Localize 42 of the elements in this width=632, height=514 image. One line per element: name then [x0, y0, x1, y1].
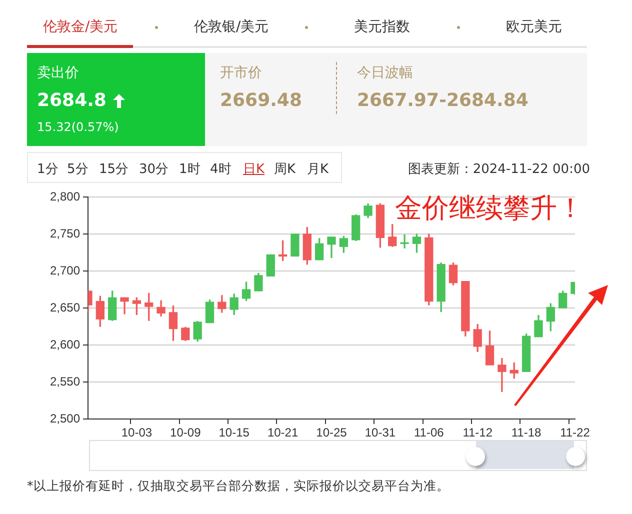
- text: 美元指数: [354, 18, 410, 36]
- text: 2684.8: [37, 90, 106, 111]
- candlestick: [290, 234, 300, 257]
- y-tick-label: 2,750: [50, 226, 80, 240]
- x-tick-label: 10-09: [170, 426, 202, 440]
- text: 2669.48: [220, 90, 302, 111]
- annotation: 金价继续攀升！: [395, 192, 584, 226]
- y-tick-label: 2,650: [50, 300, 80, 314]
- text: 5分: [67, 161, 88, 178]
- text: 日K: [243, 161, 265, 178]
- x-tick-label: 11-22: [560, 426, 590, 440]
- text: 2667.97-2684.84: [357, 90, 528, 111]
- text: 图表更新：2024-11-22 00:00: [408, 161, 590, 178]
- text: 周K: [274, 161, 296, 178]
- x-tick-label: 10-03: [121, 426, 152, 440]
- text: 伦敦银/美元: [194, 18, 269, 36]
- x-tick-label: 11-06: [414, 426, 444, 440]
- x-tick-label: 10-15: [218, 426, 250, 440]
- y-tick-label: 2,600: [50, 337, 80, 352]
- text: 开市价: [220, 64, 262, 82]
- x-tick-label: 10-21: [267, 426, 298, 440]
- x-tick-label: 11-12: [462, 426, 493, 440]
- text: *以上报价有延时，仅抽取交易平台部分数据，实际报价以交易平台为准。: [27, 478, 450, 495]
- text: 15分: [99, 161, 129, 178]
- text: 今日波幅: [357, 64, 413, 82]
- y-tick-label: 2,500: [50, 411, 80, 426]
- y-tick-label: 2,550: [50, 374, 80, 388]
- text: 欧元美元: [506, 18, 562, 36]
- text: 1时: [179, 161, 200, 178]
- text: 1分: [37, 161, 58, 178]
- text: 4时: [210, 161, 232, 178]
- x-tick-label: 11-18: [511, 426, 542, 440]
- text: 30分: [139, 161, 169, 178]
- x-tick-label: 10-31: [364, 426, 396, 440]
- y-tick-label: 2,800: [50, 189, 80, 204]
- text: 卖出价: [37, 64, 79, 82]
- text: 月K: [307, 161, 329, 178]
- x-tick-label: 10-25: [316, 426, 348, 440]
- y-tick-label: 2,700: [50, 263, 80, 278]
- candlestick: [266, 254, 275, 277]
- text: 15.32(0.57%): [37, 120, 119, 134]
- text: 伦敦金/美元: [43, 18, 118, 36]
